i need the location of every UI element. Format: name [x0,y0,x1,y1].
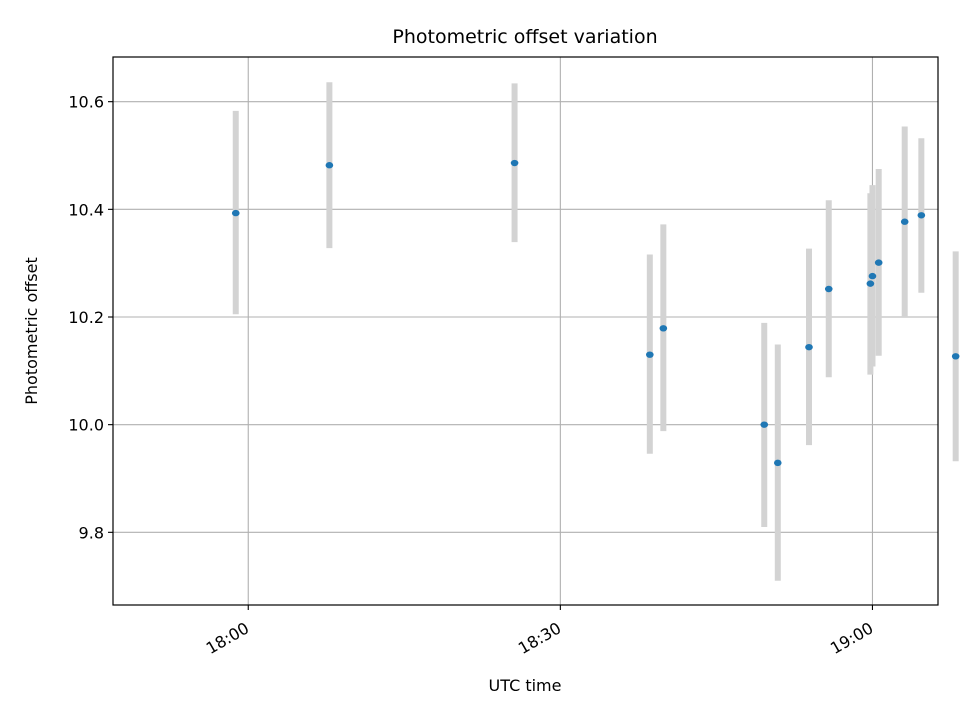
y-tick-label: 10.4 [68,200,104,219]
data-point [231,209,240,217]
y-tick-label: 10.6 [68,93,104,112]
x-axis-title: UTC time [489,676,562,695]
data-point [659,325,668,332]
data-point [951,353,960,360]
y-tick-label: 9.8 [79,523,104,542]
data-point [824,285,833,293]
data-point [325,162,334,169]
data-point [900,218,909,225]
y-tick-label: 10.2 [68,308,104,327]
data-point [805,343,813,351]
data-point [510,159,519,167]
data-point [773,459,782,467]
chart-title: Photometric offset variation [392,26,657,48]
y-axis-title: Photometric offset [22,257,41,405]
data-point [866,280,875,287]
data-point [868,272,877,280]
y-tick-label: 10.0 [68,416,104,435]
data-point [917,212,926,219]
data-point [646,351,654,358]
data-point [874,259,883,266]
plot-area [113,57,938,605]
point-layer [231,159,960,467]
plot-frame [112,56,939,606]
data-point [760,421,769,428]
